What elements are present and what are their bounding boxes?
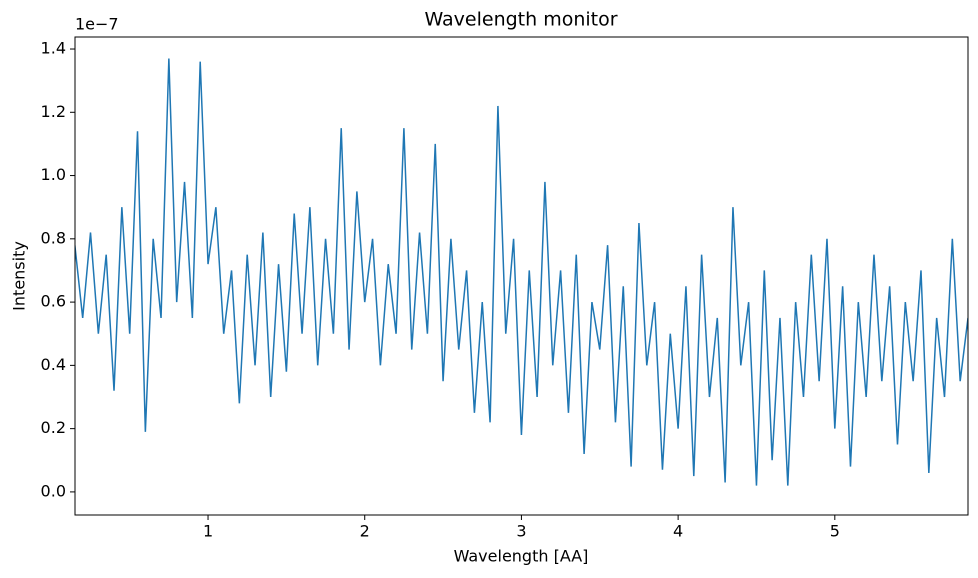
x-tick-label: 4 bbox=[673, 522, 683, 541]
x-tick-label: 3 bbox=[516, 522, 526, 541]
y-tick-label: 1.2 bbox=[41, 102, 66, 121]
y-tick-label: 1.4 bbox=[41, 39, 66, 58]
x-axis-label: Wavelength [AA] bbox=[454, 547, 589, 566]
chart-title: Wavelength monitor bbox=[424, 9, 617, 31]
x-tick-label: 5 bbox=[830, 522, 840, 541]
data-line bbox=[75, 58, 968, 486]
offset-text: 1e−7 bbox=[75, 15, 119, 34]
x-tick-label: 2 bbox=[360, 522, 370, 541]
x-tick-label: 1 bbox=[203, 522, 213, 541]
y-tick-label: 0.0 bbox=[41, 481, 66, 500]
plot-frame bbox=[74, 36, 969, 516]
y-tick-label: 0.2 bbox=[41, 418, 66, 437]
y-tick-label: 0.6 bbox=[41, 292, 66, 311]
y-tick-label: 1.0 bbox=[41, 165, 66, 184]
y-tick-label: 0.8 bbox=[41, 228, 66, 247]
y-tick-label: 0.4 bbox=[41, 355, 66, 374]
y-axis-label: Intensity bbox=[10, 241, 29, 311]
